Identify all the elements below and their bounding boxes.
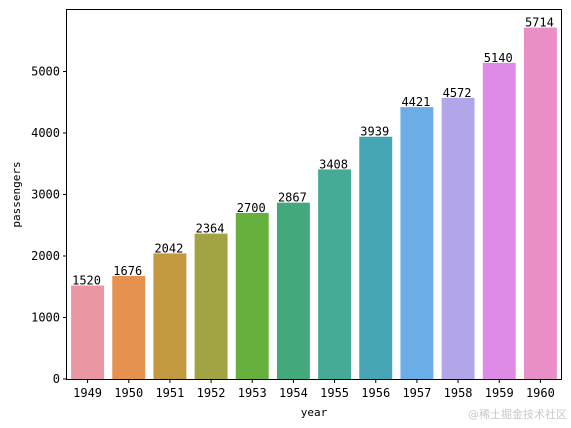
y-axis-label: passengers bbox=[10, 161, 23, 227]
y-tick-label-3000: 3000 bbox=[31, 187, 60, 201]
y-tick-label-5000: 5000 bbox=[31, 64, 60, 78]
data-label-1955: 3408 bbox=[319, 157, 348, 171]
data-label-1954: 2867 bbox=[278, 191, 307, 205]
data-label-1953: 2700 bbox=[237, 201, 266, 215]
data-label-1951: 2042 bbox=[154, 241, 183, 255]
x-tick-label-1950: 1950 bbox=[114, 386, 143, 400]
data-label-1950: 1676 bbox=[113, 264, 142, 278]
x-tick-label-1958: 1958 bbox=[444, 386, 473, 400]
x-tick-label-1949: 1949 bbox=[73, 386, 102, 400]
data-labels-group: 1520 1676 2042 2364 2700 2867 3408 3939 4421 4572… bbox=[72, 16, 554, 288]
x-tick-label-1953: 1953 bbox=[238, 386, 267, 400]
x-tick-label-1959: 1959 bbox=[485, 386, 514, 400]
bar-1960 bbox=[523, 27, 557, 379]
data-label-1952: 2364 bbox=[196, 222, 225, 236]
y-axis: 0 1000 2000 3000 4000 5000 bbox=[31, 64, 67, 386]
bar-1958 bbox=[441, 97, 475, 379]
x-tick-label-1954: 1954 bbox=[279, 386, 308, 400]
x-tick-label-1956: 1956 bbox=[361, 386, 390, 400]
bar-1954 bbox=[276, 202, 310, 379]
data-label-1956: 3939 bbox=[360, 125, 389, 139]
x-tick-label-1951: 1951 bbox=[155, 386, 184, 400]
bar-1955 bbox=[318, 169, 352, 379]
data-label-1960: 5714 bbox=[525, 16, 554, 30]
bar-1957 bbox=[400, 107, 434, 379]
y-tick-label-1000: 1000 bbox=[31, 311, 60, 325]
bars-group bbox=[71, 27, 557, 380]
bar-1952 bbox=[194, 233, 228, 379]
x-tick-label-1957: 1957 bbox=[402, 386, 431, 400]
bar-1959 bbox=[482, 62, 516, 380]
x-tick-label-1955: 1955 bbox=[320, 386, 349, 400]
bar-1953 bbox=[235, 212, 269, 379]
bar-1949 bbox=[71, 285, 105, 379]
data-label-1957: 4421 bbox=[401, 95, 430, 109]
y-tick-label-2000: 2000 bbox=[31, 249, 60, 263]
data-label-1958: 4572 bbox=[443, 86, 472, 100]
bar-1956 bbox=[359, 136, 393, 379]
x-axis-label: year bbox=[301, 406, 328, 419]
x-tick-label-1960: 1960 bbox=[526, 386, 555, 400]
bar-1951 bbox=[153, 253, 187, 379]
watermark: @稀土掘金技术社区 bbox=[468, 408, 567, 421]
y-tick-label-0: 0 bbox=[53, 372, 60, 386]
data-label-1949: 1520 bbox=[72, 274, 101, 288]
data-label-1959: 5140 bbox=[484, 51, 513, 65]
bar-1950 bbox=[112, 275, 146, 379]
x-axis: 1949 1950 1951 1952 1953 1954 1955 1956 1957 1958… bbox=[73, 379, 555, 400]
y-tick-label-4000: 4000 bbox=[31, 126, 60, 140]
x-tick-label-1952: 1952 bbox=[197, 386, 226, 400]
